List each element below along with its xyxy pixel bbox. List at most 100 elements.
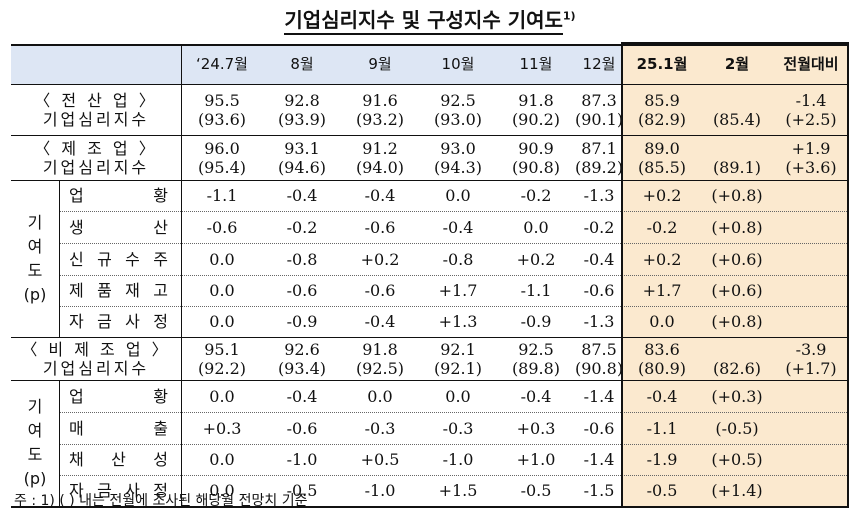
row-divider: [59, 475, 849, 476]
row-divider: [11, 44, 849, 46]
row-label-title: 〈 비 제 조 업 〉: [21, 339, 171, 359]
cell-value: 90.9: [518, 138, 554, 158]
cell-value: 87.1: [581, 138, 617, 158]
table-cell: 87.5 (90.8): [575, 337, 623, 380]
table-cell: -0.4: [364, 312, 396, 331]
cell-value: 92.5: [440, 90, 476, 110]
table-cell: 92.5 (93.0): [419, 84, 497, 135]
table-cell: (82.6): [701, 337, 773, 380]
table-cell: +1.9 (+3.6): [773, 135, 849, 180]
table-cell: 0.0: [445, 186, 471, 205]
table-cell: -0.9: [286, 312, 318, 331]
cell-forecast: (94.6): [277, 157, 327, 177]
table-cell: -0.4: [364, 186, 396, 205]
row-label: 〈 제 조 업 〉 기업심리지수: [11, 135, 181, 180]
row-label: 〈 비 제 조 업 〉 기업심리지수: [11, 337, 181, 380]
table-cell: +1.7: [438, 281, 478, 300]
table-cell: -1.0: [442, 450, 474, 469]
table-cell: 92.1 (92.1): [419, 337, 497, 380]
group-label-char: 여: [27, 236, 43, 256]
table-cell: -0.2: [646, 217, 678, 237]
table-cell: +1.3: [438, 312, 478, 331]
table-title: 기업심리지수 및 구성지수 기여도1): [0, 4, 860, 35]
table-cell: 87.1 (89.2): [575, 135, 623, 180]
cell-forecast: (92.2): [197, 358, 247, 378]
column-divider: [59, 380, 60, 506]
group-label-char: 기: [27, 212, 43, 232]
table-cell: 0.0: [209, 450, 235, 469]
table-cell: -0.6: [286, 281, 318, 300]
table-cell: +0.3: [516, 418, 556, 438]
table-cell: 87.3 (90.1): [575, 84, 623, 135]
group-label-contribution: 기 여 도 (p): [11, 180, 59, 337]
table-cell: (89.1): [701, 135, 773, 180]
table-cell: (+0.8): [711, 312, 763, 331]
table-cell: (+0.8): [711, 186, 763, 205]
table-cell: 92.8 (93.9): [263, 84, 341, 135]
table-cell: 93.0 (94.3): [419, 135, 497, 180]
cell-value: -3.9: [795, 339, 827, 359]
row-divider: [11, 337, 849, 338]
cell-value: 91.6: [362, 90, 398, 110]
table-cell: 91.6 (93.2): [341, 84, 419, 135]
cell-value: 95.1: [204, 339, 240, 359]
table-cell: 0.0: [523, 217, 549, 237]
row-divider: [59, 412, 849, 413]
table-cell: 0.0: [209, 281, 235, 300]
group-label-char: 도: [27, 445, 43, 464]
table-cell: 0.0: [445, 386, 471, 406]
table-cell: -0.6: [583, 418, 615, 438]
table-cell: (85.4): [701, 84, 773, 135]
table-cell: -0.2: [286, 217, 318, 237]
group-label-char: 여: [27, 421, 43, 440]
table-cell: 95.1 (92.2): [181, 337, 263, 380]
cell-value: +1.9: [791, 138, 831, 158]
row-divider: [59, 306, 849, 307]
cell-forecast: (80.9): [637, 358, 687, 378]
table-cell: -1.1: [520, 281, 552, 300]
table-cell: (+1.4): [711, 481, 763, 500]
table-cell: -0.4: [442, 217, 474, 237]
cell-value: 91.2: [362, 138, 398, 158]
row-divider: [11, 380, 849, 381]
title-text: 기업심리지수 및 구성지수 기여도: [284, 8, 563, 35]
title-footnote-mark: 1): [562, 9, 576, 23]
table-cell: -0.4: [646, 386, 678, 406]
row-label-subtitle: 기업심리지수: [42, 157, 150, 177]
cell-forecast: (89.1): [712, 157, 762, 177]
cell-forecast: (93.4): [277, 358, 327, 378]
table-cell: +0.2: [360, 249, 400, 269]
table-cell: 0.0: [367, 386, 393, 406]
table-cell: -1.1: [206, 186, 238, 205]
table-cell: +1.0: [516, 450, 556, 469]
table-cell: -0.4: [286, 186, 318, 205]
table-cell: -1.4: [583, 386, 615, 406]
row-label-subtitle: 기업심리지수: [42, 358, 150, 378]
cell-forecast: (+3.6): [785, 157, 837, 177]
table-cell: -0.3: [442, 418, 474, 438]
cell-forecast: (95.4): [197, 157, 247, 177]
column-divider: [59, 180, 60, 337]
table-cell: -1.3: [583, 186, 615, 205]
group-label-char: 기: [27, 397, 43, 416]
table-cell: -0.5: [646, 481, 678, 500]
cell-forecast: (92.5): [355, 358, 405, 378]
table-cell: -1.5: [583, 481, 615, 500]
cell-forecast: (93.0): [433, 109, 483, 129]
footnote: 주 : 1) ( ) 내는 전월에 조사된 해당월 전망치 기준: [14, 493, 308, 509]
table-cell: -0.4: [520, 386, 552, 406]
table-cell: (+0.5): [711, 450, 763, 469]
row-divider: [11, 135, 849, 136]
column-header: 9월: [341, 44, 419, 84]
cell-forecast: (92.1): [433, 358, 483, 378]
cell-forecast: (85.5): [637, 157, 687, 177]
cell-value: 91.8: [362, 339, 398, 359]
table-cell: -0.6: [364, 281, 396, 300]
row-divider: [59, 444, 849, 445]
cell-forecast: (93.6): [197, 109, 247, 129]
